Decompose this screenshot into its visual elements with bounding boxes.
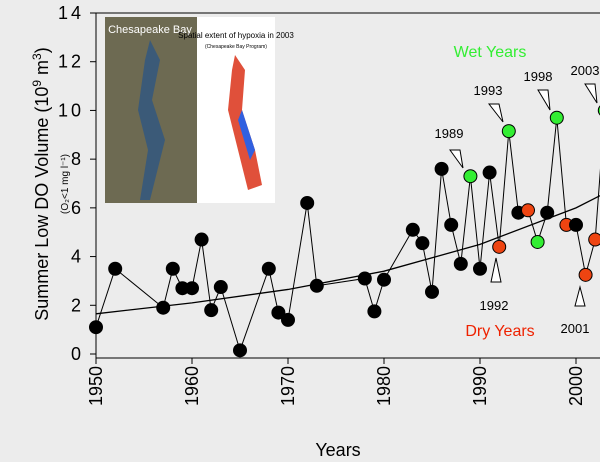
y-tick-label: 4	[71, 247, 84, 267]
y-tick-label: 12	[58, 52, 84, 72]
y-tick-label: 2	[71, 295, 84, 315]
data-point	[426, 285, 439, 298]
annotation-arrow	[489, 104, 503, 122]
inset-label: Spatial extent of hypoxia in 2003	[178, 31, 294, 40]
data-point	[570, 218, 583, 231]
data-point	[301, 196, 314, 209]
data-point	[310, 279, 323, 292]
annotation: 1993	[474, 83, 503, 98]
annotation: 1992	[480, 298, 509, 313]
inset: Chesapeake Bay Spatial extent of hypoxia…	[105, 17, 294, 203]
data-point	[464, 170, 477, 183]
data-point	[589, 233, 600, 246]
annotation: Dry Years	[465, 323, 534, 340]
annotation: 1998	[524, 69, 553, 84]
data-point	[493, 240, 506, 253]
annotation-arrow	[538, 90, 550, 110]
x-tick-label: 1980	[374, 366, 394, 406]
data-point	[474, 262, 487, 275]
y-tick-label: 8	[71, 149, 84, 169]
data-point	[205, 304, 218, 317]
annotation-arrow	[575, 287, 585, 306]
annotation-arrow	[491, 258, 501, 282]
data-point	[195, 233, 208, 246]
data-point	[234, 344, 247, 357]
y-tick-label: 0	[71, 344, 84, 364]
data-point	[522, 204, 535, 217]
data-point	[109, 262, 122, 275]
y-label-part: m	[32, 60, 52, 80]
data-point	[483, 166, 496, 179]
annotation: 1989	[435, 126, 464, 141]
data-point	[358, 272, 371, 285]
annotation: 2003	[571, 63, 600, 78]
data-point	[378, 273, 391, 286]
annotation-arrow	[450, 150, 463, 168]
data-point	[214, 281, 227, 294]
y-tick-label: 14	[58, 3, 84, 23]
x-tick-label: 1990	[470, 366, 490, 406]
data-point	[368, 305, 381, 318]
data-point	[90, 321, 103, 334]
data-point	[502, 125, 515, 138]
annotation: Wet Years	[454, 44, 527, 61]
y-tick-label: 10	[58, 100, 84, 120]
x-tick-label: 1950	[86, 366, 106, 406]
data-point	[445, 218, 458, 231]
x-tick-label: 1970	[278, 366, 298, 406]
data-point	[282, 313, 295, 326]
inset-label: (Chesapeake Bay Program)	[205, 44, 267, 50]
annotation-arrow	[585, 84, 597, 103]
data-point	[406, 223, 419, 236]
data-point	[454, 257, 467, 270]
data-point	[435, 162, 448, 175]
data-point	[531, 235, 544, 248]
x-tick-label: 2000	[566, 366, 586, 406]
x-axis-label: Years	[315, 440, 360, 460]
data-point	[166, 262, 179, 275]
data-point	[262, 262, 275, 275]
chart: Chesapeake Bay Spatial extent of hypoxia…	[0, 0, 600, 462]
y-tick-label: 6	[71, 198, 84, 218]
data-point	[416, 237, 429, 250]
y-label-part: )	[32, 47, 52, 53]
data-point	[186, 282, 199, 295]
y-axis-sublabel: (O₂<1 mg l⁻¹)	[60, 154, 71, 214]
annotation: 2001	[561, 321, 590, 336]
y-label-part: Summer Low DO Volume (10	[32, 87, 52, 321]
y-axis-label: Summer Low DO Volume (109 m3)	[30, 47, 52, 320]
data-point	[550, 111, 563, 124]
data-point	[541, 206, 554, 219]
data-point	[579, 268, 592, 281]
data-point	[157, 301, 170, 314]
x-tick-label: 1960	[182, 366, 202, 406]
